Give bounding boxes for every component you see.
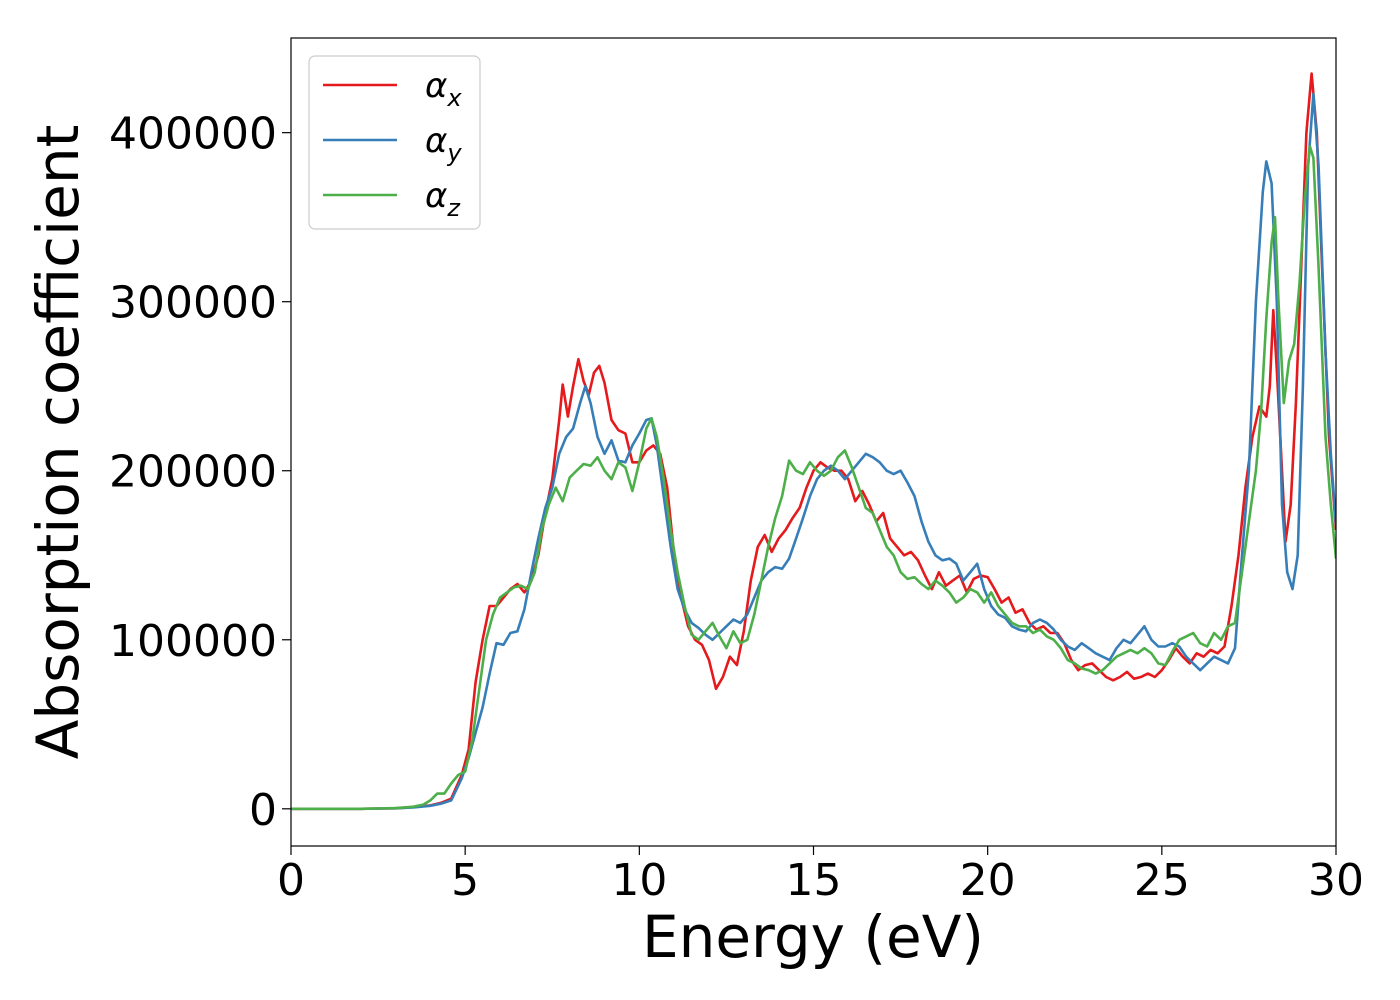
series-layer (291, 72, 1336, 811)
x-tick-label: 20 (960, 855, 1016, 906)
series-line-z (291, 144, 1336, 811)
y-tick-label: 400000 (109, 109, 277, 160)
legend-symbol: α (425, 121, 447, 161)
legend-symbol: α (425, 66, 447, 106)
legend-subscript: y (446, 139, 462, 167)
y-axis-label: Absorption coefficient (24, 125, 92, 760)
x-axis-label: Energy (eV) (642, 903, 984, 971)
legend-label-y: αy (425, 121, 462, 167)
series-line-x (291, 72, 1336, 811)
x-tick-label: 15 (786, 855, 842, 906)
x-tick-label: 5 (451, 855, 479, 906)
x-tick-label: 25 (1134, 855, 1190, 906)
legend-label-z: αz (425, 176, 461, 222)
y-axis: 0 100000 200000 300000 400000 (109, 109, 291, 836)
y-tick-label: 300000 (109, 278, 277, 329)
y-tick-label: 0 (249, 785, 277, 836)
legend-box (308, 55, 481, 230)
x-tick-label: 30 (1308, 855, 1364, 906)
legend-subscript: x (446, 84, 462, 112)
series-line-y (291, 92, 1336, 811)
y-tick-label: 200000 (109, 447, 277, 498)
x-tick-label: 0 (277, 855, 305, 906)
x-tick-label: 10 (611, 855, 667, 906)
legend-label-x: αx (425, 66, 462, 112)
legend-symbol: α (425, 176, 447, 216)
y-tick-label: 100000 (109, 616, 277, 667)
x-axis: 0 5 10 15 20 25 30 (277, 846, 1364, 906)
legend-subscript: z (446, 194, 461, 222)
